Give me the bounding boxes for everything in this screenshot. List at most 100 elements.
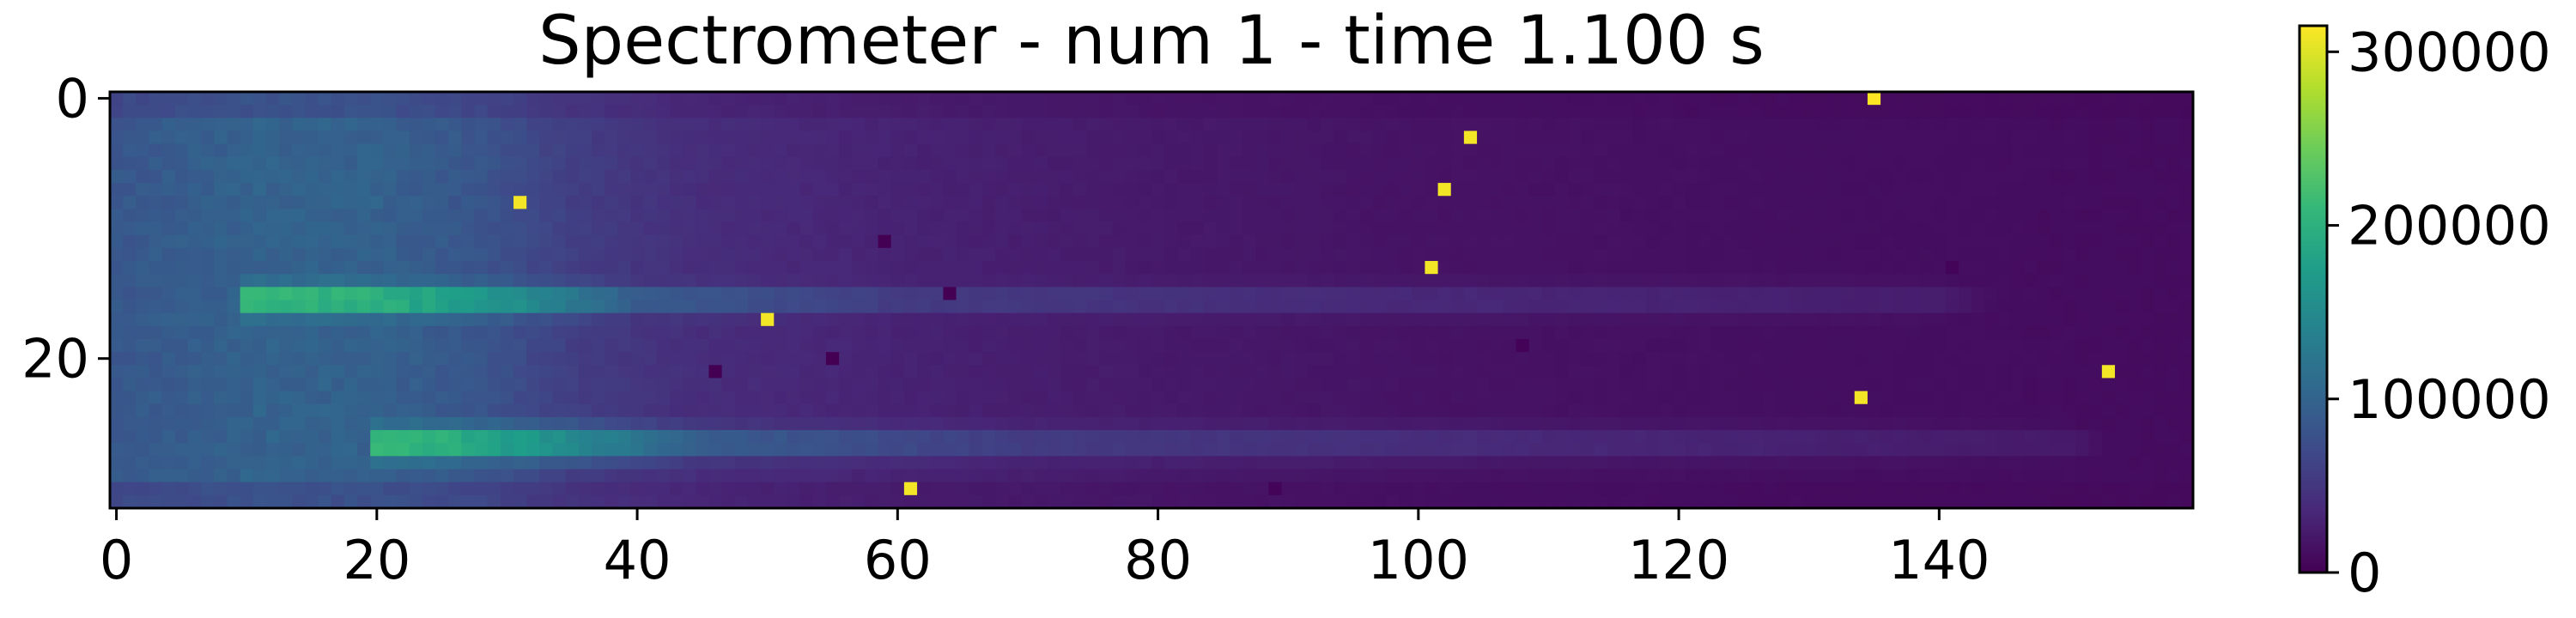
heatmap-cell [1177,247,1192,262]
heatmap-cell [1490,118,1504,132]
heatmap-cell [292,430,307,444]
heatmap-cell [799,156,814,171]
heatmap-cell [839,378,853,392]
heatmap-cell [578,469,592,483]
heatmap-cell [1685,92,1699,106]
heatmap-cell [343,234,358,249]
heatmap-cell [1060,456,1074,470]
heatmap-cell [1594,274,1608,288]
heatmap-cell [292,300,307,314]
heatmap-cell [136,338,150,353]
heatmap-cell [513,130,527,145]
heatmap-cell [265,430,280,444]
heatmap-cell [1854,416,1868,431]
heatmap-cell [2115,443,2129,457]
heatmap-cell [1971,105,1985,118]
heatmap-cell [721,274,736,288]
heatmap-cell [578,403,592,418]
heatmap-cell [1919,234,1934,249]
heatmap-cell [1073,430,1087,444]
heatmap-cell [174,92,189,106]
heatmap-cell [617,196,632,210]
heatmap-cell [1710,196,1725,210]
heatmap-cell [1437,274,1452,288]
heatmap-cell [1503,261,1517,275]
heatmap-cell [474,391,489,405]
heatmap-cell [812,391,827,405]
heatmap-cell [513,143,527,158]
heatmap-cell [1190,274,1205,288]
heatmap-cell [696,261,710,275]
heatmap-cell [839,274,853,288]
heatmap-cell [1959,156,1972,171]
heatmap-cell [1906,143,1921,158]
heatmap-cell [1112,247,1127,262]
heatmap-cell [1086,416,1100,431]
heatmap-cell [1437,378,1452,392]
heatmap-cell [1724,325,1738,340]
heatmap-cell [903,183,918,197]
heatmap-cell [331,482,345,496]
heatmap-cell [565,378,580,392]
heatmap-cell [1659,416,1674,431]
heatmap-cell [969,156,983,171]
heatmap-cell [331,274,345,288]
heatmap-cell [2154,378,2168,392]
heatmap-cell [1854,338,1868,353]
heatmap-cell [435,105,449,118]
heatmap-cell [1463,456,1478,470]
heatmap-cell [2075,209,2090,223]
heatmap-cell [1646,209,1660,223]
heatmap-cell [1906,312,1921,327]
heatmap-cell [878,338,892,353]
heatmap-cell [969,352,983,366]
heatmap-cell [305,169,319,184]
heatmap-cell [1607,234,1621,249]
heatmap-cell [1750,391,1765,405]
heatmap-cell [1372,261,1387,275]
heatmap-cell [1568,156,1582,171]
heatmap-cell [890,209,905,223]
heatmap-cell [1906,156,1921,171]
heatmap-cell [1594,92,1608,106]
heatmap-cell [1893,300,1908,314]
heatmap-cell [1021,169,1036,184]
heatmap-cell [617,274,632,288]
heatmap-cell [2101,130,2116,145]
heatmap-cell [1854,261,1868,275]
heatmap-cell [761,196,775,210]
heatmap-cell [1385,325,1400,340]
heatmap-cell [617,287,632,301]
heatmap-cell [1425,416,1439,431]
heatmap-cell [318,338,332,353]
heatmap-cell [279,221,293,236]
heatmap-cell [1528,443,1543,457]
heatmap-cell [448,430,462,444]
heatmap-cell [2037,352,2050,366]
heatmap-cell [721,416,736,431]
heatmap-cell [734,143,749,158]
heatmap-cell [995,391,1009,405]
heatmap-cell [136,352,150,366]
heatmap-cell [669,403,683,418]
heatmap-cell [1893,143,1908,158]
heatmap-cell [734,378,749,392]
heatmap-cell [1984,247,1999,262]
heatmap-cell [461,325,476,340]
heatmap-cell [1229,261,1243,275]
heatmap-cell [1763,482,1777,496]
heatmap-cell [1268,156,1283,171]
heatmap-cell [370,403,385,418]
heatmap-cell [852,105,866,118]
heatmap-cell [1177,456,1192,470]
heatmap-cell [2075,378,2090,392]
heatmap-cell [526,196,540,210]
heatmap-cell [1008,183,1022,197]
heatmap-cell [1906,391,1921,405]
heatmap-cell [500,169,514,184]
heatmap-cell [214,391,228,405]
heatmap-cell [878,416,892,431]
heatmap-cell [448,221,462,236]
heatmap-cell [1477,143,1491,158]
heatmap-cell [227,118,241,132]
